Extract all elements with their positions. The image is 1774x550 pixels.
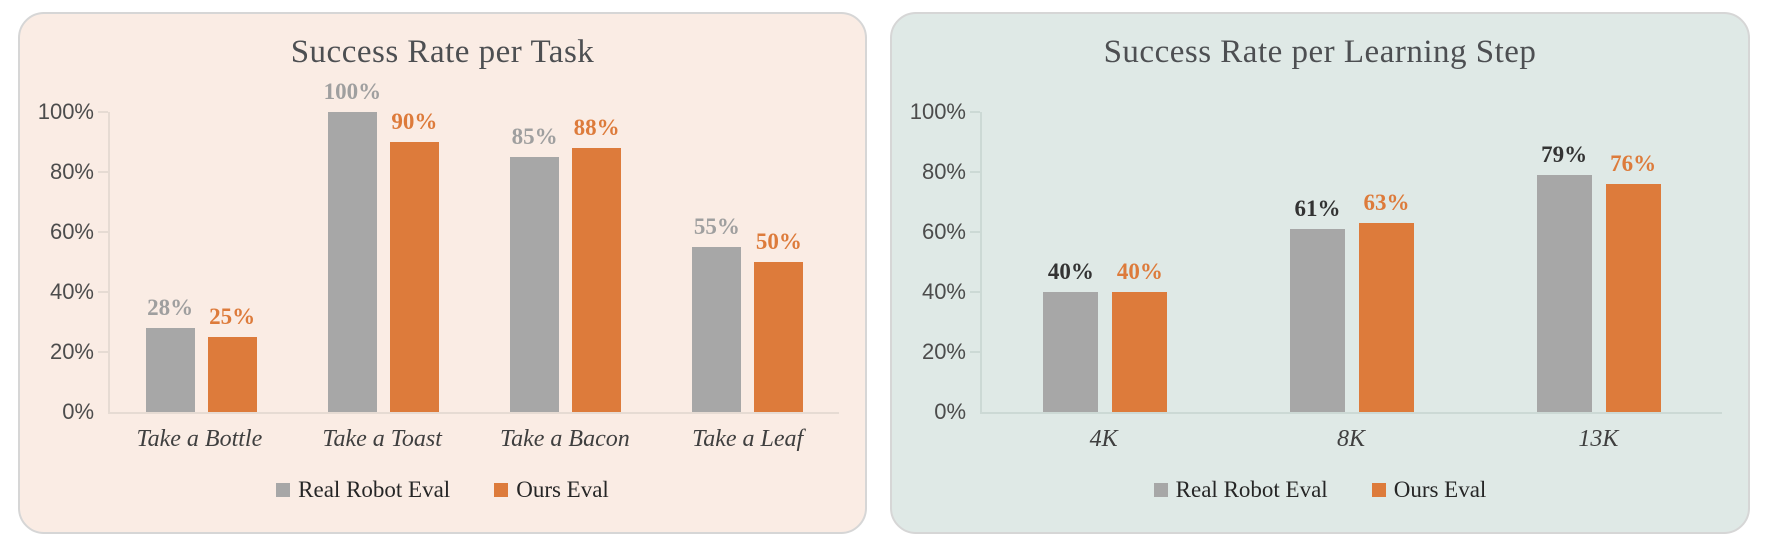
y-axis-tick-mark bbox=[98, 291, 108, 293]
legend-label: Real Robot Eval bbox=[298, 477, 451, 502]
plot-area: 0% 20% 40% 60% 80% 100% 40% 40% 61% 63% 79% 76% bbox=[910, 101, 1722, 423]
legend-label: Ours Eval bbox=[516, 477, 609, 502]
legend: Real Robot Eval Ours Eval bbox=[892, 477, 1748, 503]
chart-title: Success Rate per Learning Step bbox=[1103, 34, 1537, 70]
bar-value-label: 40% bbox=[1116, 259, 1163, 284]
bar-ours-eval-4k: 40% bbox=[1112, 259, 1168, 412]
chart-body: 0% 20% 40% 60% 80% 100% 28% 25% 100% 90% 85% 88% 55%… bbox=[38, 79, 839, 423]
bar-group-take-a-leaf: 55% 50% bbox=[657, 214, 839, 412]
legend-item-real-robot-eval: Real Robot Eval bbox=[276, 477, 450, 503]
category-axis: 4K 8K 13K bbox=[980, 426, 1722, 453]
y-axis-tick-label: 40% bbox=[921, 279, 966, 304]
bar-value-label: 100% bbox=[323, 79, 382, 104]
bar-ours-eval-13k: 76% bbox=[1605, 151, 1661, 412]
legend-label: Ours Eval bbox=[1393, 477, 1487, 502]
bar-value-label: 55% bbox=[693, 214, 740, 239]
legend-item-real-robot-eval: Real Robot Eval bbox=[1153, 477, 1328, 503]
bar-value-label: 63% bbox=[1363, 190, 1410, 215]
category-label-13k: 13K bbox=[1578, 426, 1619, 452]
bar-value-label: 88% bbox=[573, 115, 620, 140]
bar-group-take-a-toast: 100% 90% bbox=[292, 79, 474, 412]
category-axis: Take a Bottle Take a Toast Take a Bacon Tak… bbox=[108, 426, 839, 453]
y-axis-tick-mark bbox=[970, 111, 980, 113]
bar-groups: 40% 40% 61% 63% 79% 76% bbox=[982, 112, 1722, 412]
bar-real-robot-eval-take-a-toast: 100% bbox=[324, 79, 381, 412]
y-axis-tick-label: 0% bbox=[62, 399, 94, 424]
plot-area: 0% 20% 40% 60% 80% 100% 28% 25% 100% 90% 85% 88% 55%… bbox=[38, 79, 839, 423]
legend-swatch-icon bbox=[276, 483, 291, 497]
y-axis-tick-mark bbox=[98, 171, 108, 173]
legend: Real Robot Eval Ours Eval bbox=[20, 477, 865, 503]
bar-ours-eval-8k: 63% bbox=[1359, 190, 1414, 412]
y-axis-tick-mark bbox=[970, 171, 980, 173]
bar-ours-eval-take-a-leaf: 50% bbox=[754, 229, 804, 412]
category-label-take-a-bottle: Take a Bottle bbox=[136, 426, 263, 452]
y-axis-tick-label: 20% bbox=[921, 339, 966, 364]
legend-swatch-icon bbox=[1371, 483, 1386, 497]
chart-body: 0% 20% 40% 60% 80% 100% 40% 40% 61% 63% 79% 76% bbox=[910, 101, 1722, 423]
y-axis-tick-mark bbox=[98, 111, 108, 113]
bar-group-take-a-bottle: 28% 25% bbox=[110, 295, 292, 412]
legend-item-ours-eval: Ours Eval bbox=[1371, 477, 1487, 503]
bar-value-label: 79% bbox=[1541, 142, 1588, 167]
y-axis-tick-label: 80% bbox=[49, 159, 94, 184]
y-axis-tick-label: 100% bbox=[909, 99, 966, 124]
y-axis-tick-mark bbox=[98, 231, 108, 233]
y-axis-tick-label: 100% bbox=[37, 99, 94, 124]
bar-value-label: 40% bbox=[1047, 259, 1094, 284]
legend-swatch-icon bbox=[1153, 483, 1168, 497]
bar-group-13k: 79% 76% bbox=[1475, 142, 1722, 412]
y-axis-tick-mark bbox=[98, 351, 108, 353]
y-axis-tick-label: 0% bbox=[934, 399, 966, 424]
y-axis-tick-label: 60% bbox=[921, 219, 966, 244]
page: Success Rate per Task 0% 20% 40% 60% 80% 100%… bbox=[18, 12, 1750, 534]
bar-value-label: 61% bbox=[1294, 196, 1341, 221]
bar-value-label: 90% bbox=[391, 109, 438, 134]
chart-card-success-rate-per-task: Success Rate per Task 0% 20% 40% 60% 80% 100%… bbox=[18, 12, 867, 534]
bar-value-label: 85% bbox=[511, 124, 558, 149]
y-axis-tick-label: 20% bbox=[49, 339, 94, 364]
bar-value-label: 28% bbox=[147, 295, 194, 320]
legend-swatch-icon bbox=[494, 483, 509, 497]
bar-real-robot-eval-take-a-leaf: 55% bbox=[692, 214, 742, 412]
y-axis-tick-mark bbox=[970, 231, 980, 233]
category-label-take-a-toast: Take a Toast bbox=[322, 426, 442, 452]
bar-value-label: 50% bbox=[755, 229, 802, 254]
bar-groups: 28% 25% 100% 90% 85% 88% 55% 50% bbox=[110, 79, 839, 412]
bar-ours-eval-take-a-bacon: 88% bbox=[572, 115, 622, 412]
bar-real-robot-eval-take-a-bacon: 85% bbox=[510, 124, 560, 412]
bar-real-robot-eval-13k: 79% bbox=[1536, 142, 1592, 412]
bar-real-robot-eval-take-a-bottle: 28% bbox=[145, 295, 195, 412]
bar-group-take-a-bacon: 85% 88% bbox=[475, 115, 657, 412]
bar-value-label: 25% bbox=[209, 304, 256, 329]
y-axis-tick-label: 60% bbox=[49, 219, 94, 244]
bar-group-8k: 61% 63% bbox=[1229, 190, 1476, 412]
y-axis-tick-label: 80% bbox=[921, 159, 966, 184]
category-label-8k: 8K bbox=[1336, 426, 1365, 452]
legend-item-ours-eval: Ours Eval bbox=[494, 477, 609, 503]
chart-title: Success Rate per Task bbox=[290, 34, 595, 70]
bar-real-robot-eval-8k: 61% bbox=[1290, 196, 1345, 412]
bar-value-label: 76% bbox=[1610, 151, 1657, 176]
category-label-take-a-bacon: Take a Bacon bbox=[499, 426, 630, 452]
bar-ours-eval-take-a-bottle: 25% bbox=[207, 304, 257, 412]
legend-label: Real Robot Eval bbox=[1175, 477, 1328, 502]
y-axis-tick-mark bbox=[970, 291, 980, 293]
bar-real-robot-eval-4k: 40% bbox=[1043, 259, 1099, 412]
category-label-take-a-leaf: Take a Leaf bbox=[692, 426, 804, 452]
chart-card-success-rate-per-learning-step: Success Rate per Learning Step 0% 20% 40% 6… bbox=[890, 12, 1750, 534]
y-axis-tick-mark bbox=[970, 351, 980, 353]
y-axis-tick-label: 40% bbox=[49, 279, 94, 304]
category-label-4k: 4K bbox=[1089, 426, 1118, 452]
bar-ours-eval-take-a-toast: 90% bbox=[389, 109, 439, 412]
bar-group-4k: 40% 40% bbox=[982, 259, 1229, 412]
